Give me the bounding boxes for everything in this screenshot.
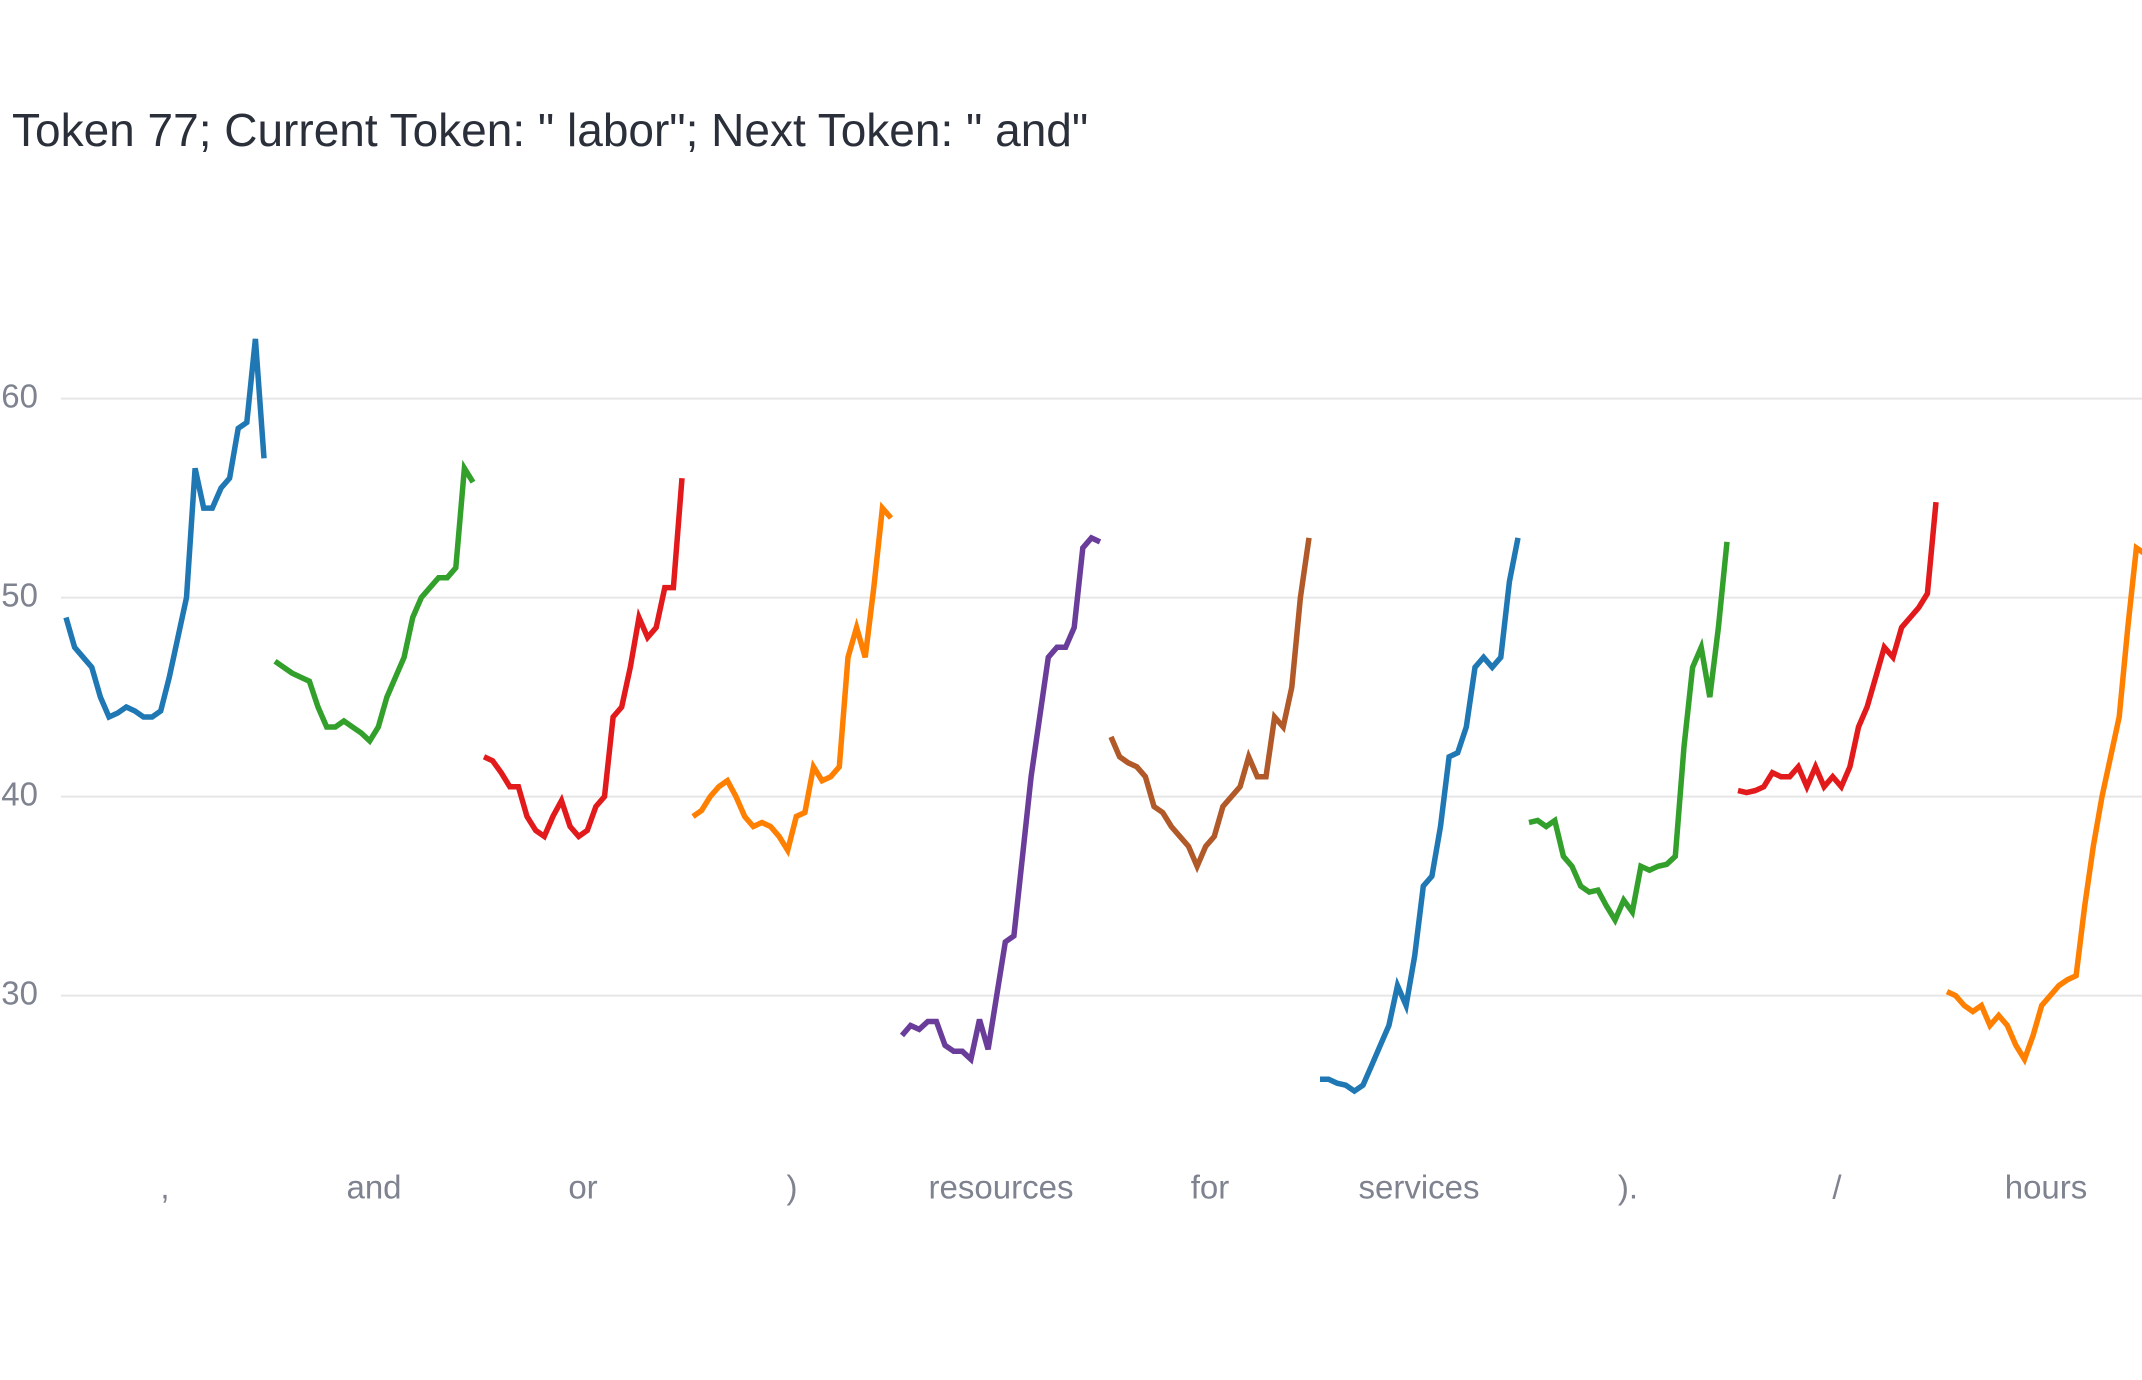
series-line [1945,543,2142,1066]
y-tick-label: 60 [1,377,38,414]
x-tick-label: hours [2005,1169,2088,1206]
series-line [1320,537,1521,1095]
series-line [482,477,685,841]
series-line [273,459,476,746]
x-tick-label: / [1832,1169,1842,1206]
y-tick-label: 50 [1,576,38,613]
x-tick-label: , [160,1169,169,1206]
series-line [899,534,1102,1065]
series-line [1737,501,1939,796]
x-tick-label: and [346,1169,401,1206]
series-line [691,501,894,858]
series-line [63,338,267,721]
y-tick-label: 30 [1,974,38,1011]
series-line [1108,537,1312,874]
x-tick-label: ) [787,1169,798,1206]
x-tick-label: ). [1618,1169,1638,1206]
chart-title: Token 77; Current Token: " labor"; Next … [12,104,1088,156]
x-tick-label: resources [929,1169,1074,1206]
x-tick-label: for [1191,1169,1230,1206]
y-tick-label: 40 [1,775,38,812]
x-tick-label: or [568,1169,597,1206]
series-line [1528,541,1730,926]
x-tick-label: services [1358,1169,1479,1206]
